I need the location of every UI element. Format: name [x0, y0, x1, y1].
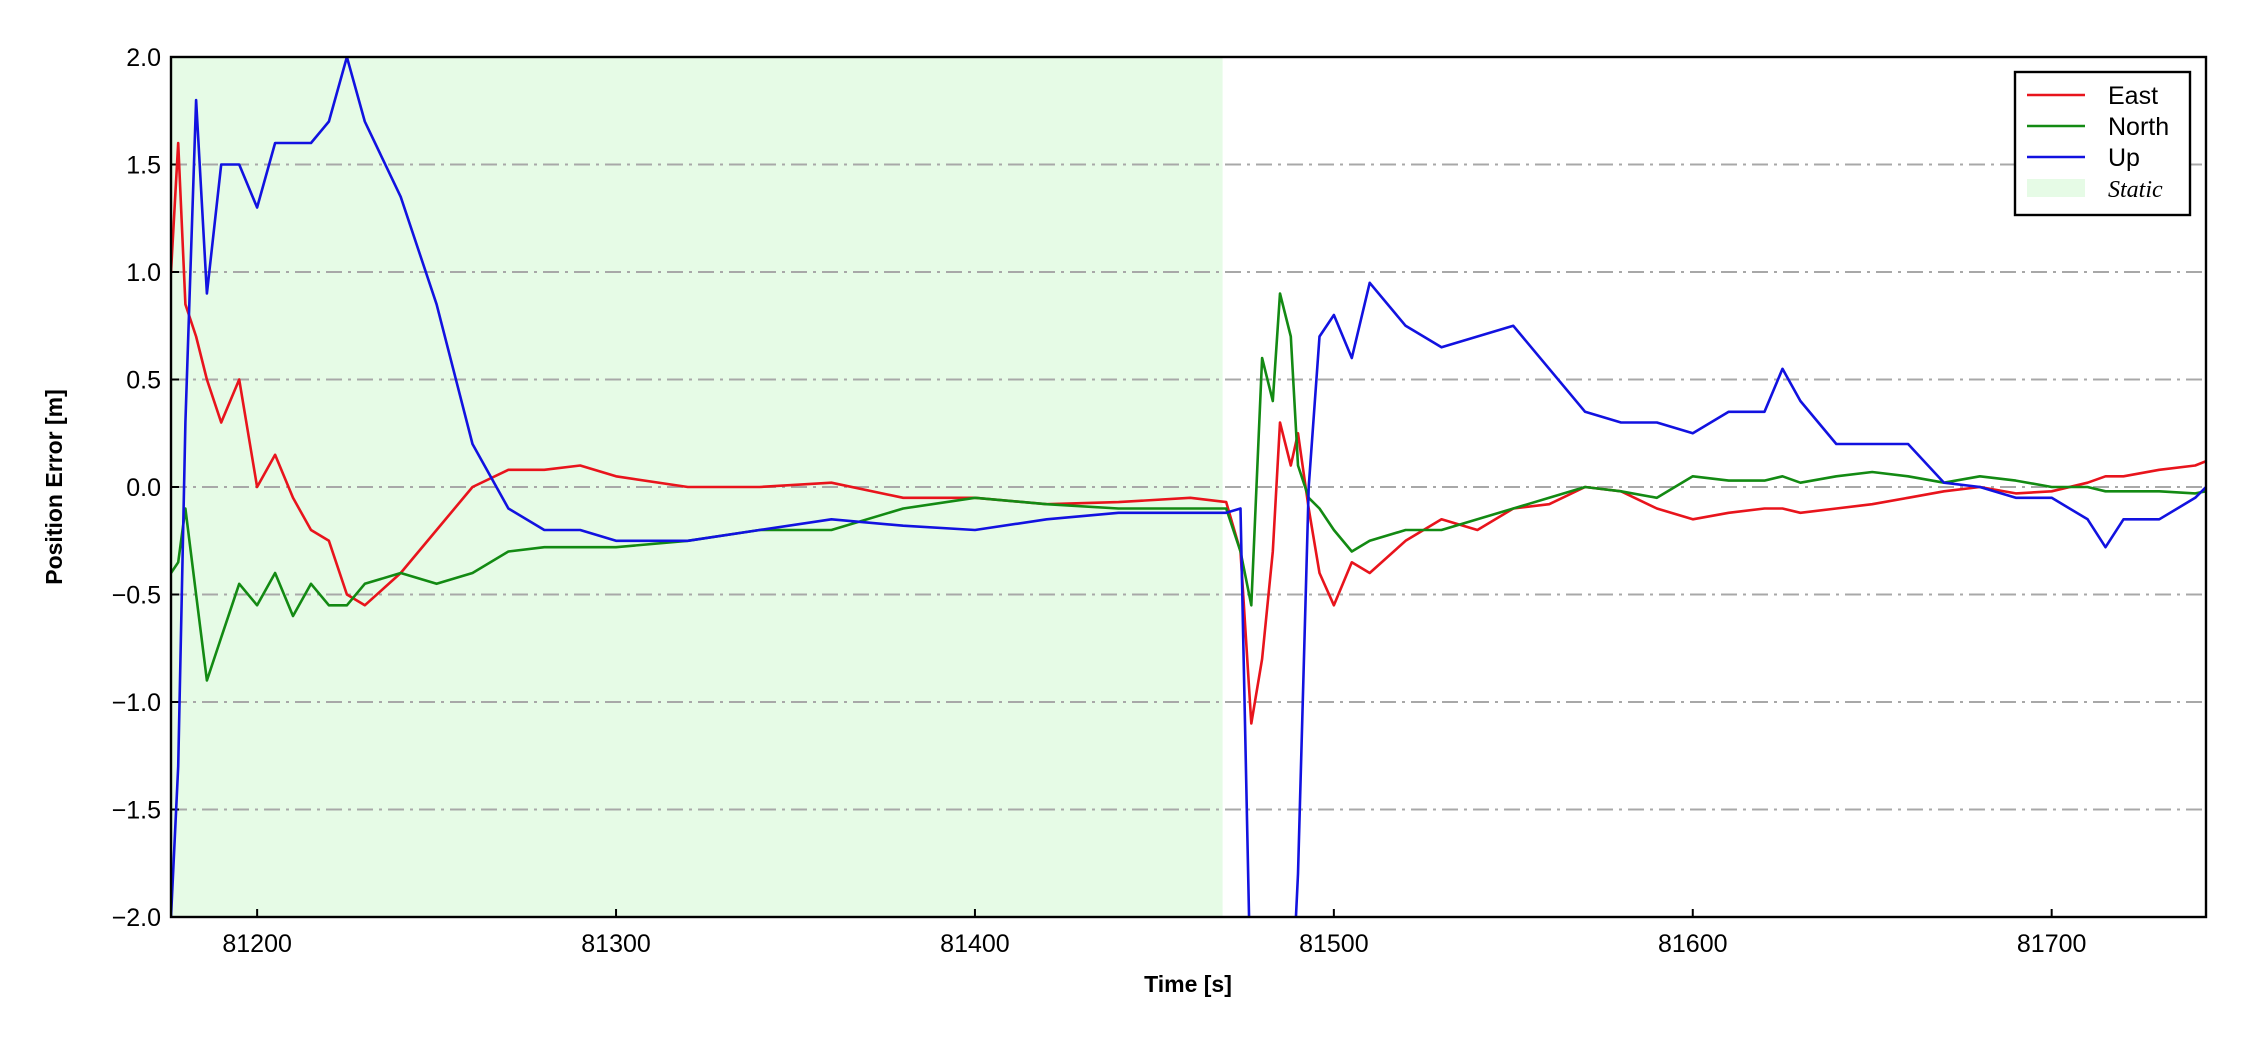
line	[171, 292, 2206, 682]
y-axis-title: Position Error [m]	[41, 389, 67, 585]
y-tick-label: 2.0	[126, 44, 161, 72]
x-tick-label: 81300	[581, 930, 651, 958]
y-tick-label: −1.5	[112, 797, 161, 825]
x-tick-label: 81600	[1658, 930, 1728, 958]
x-tick-label: 81500	[1299, 930, 1369, 958]
y-tick-label: 0.5	[126, 367, 161, 395]
y-tick-label: −2.0	[112, 904, 161, 932]
legend-label: Up	[2108, 144, 2140, 172]
y-tick-label: 1.0	[126, 259, 161, 287]
y-tick-label: −0.5	[112, 582, 161, 610]
x-tick-label: 81700	[2017, 930, 2087, 958]
y-tick-label: 1.5	[126, 152, 161, 180]
legend-swatch	[2027, 179, 2085, 197]
plot-frame	[169, 55, 2208, 919]
x-tick-label: 81200	[222, 930, 292, 958]
y-tick-label: −1.0	[112, 689, 161, 717]
x-axis-title: Time [s]	[1144, 971, 1232, 997]
y-tick-label: 0.0	[126, 474, 161, 502]
legend-label: Static	[2108, 177, 2163, 203]
legend-label: East	[2108, 82, 2158, 110]
line	[171, 57, 2206, 917]
line	[171, 141, 2206, 725]
legend-label: North	[2108, 113, 2169, 141]
plot-area	[171, 57, 2206, 917]
x-tick-label: 81400	[940, 930, 1010, 958]
